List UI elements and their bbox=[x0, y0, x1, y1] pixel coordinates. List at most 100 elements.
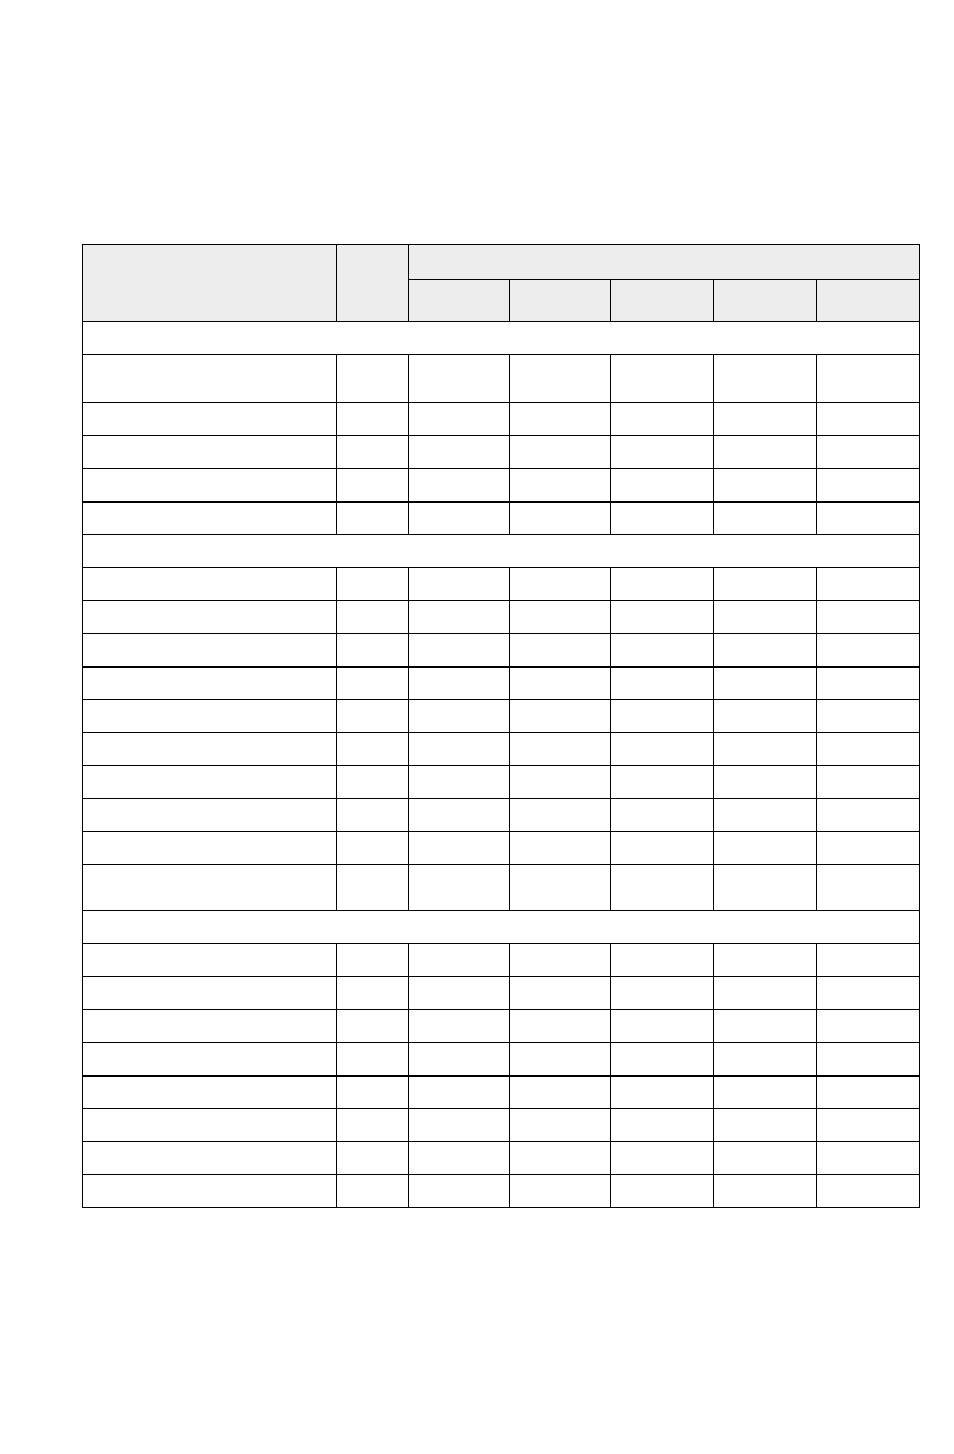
data-table bbox=[82, 244, 920, 1208]
cell-v5 bbox=[816, 1076, 919, 1109]
cell-unit bbox=[336, 1076, 408, 1109]
table-row bbox=[83, 700, 920, 733]
cell-unit bbox=[336, 1175, 408, 1208]
cell-v5 bbox=[816, 1175, 919, 1208]
cell-label bbox=[83, 1142, 337, 1175]
cell-v4 bbox=[713, 634, 816, 667]
col-header-v4 bbox=[713, 280, 816, 322]
cell-v2 bbox=[509, 403, 610, 436]
cell-v2 bbox=[509, 436, 610, 469]
cell-v2 bbox=[509, 977, 610, 1010]
table-row bbox=[83, 355, 920, 403]
cell-v4 bbox=[713, 355, 816, 403]
cell-v5 bbox=[816, 568, 919, 601]
cell-v2 bbox=[509, 944, 610, 977]
table-row bbox=[83, 469, 920, 502]
cell-v4 bbox=[713, 403, 816, 436]
cell-v4 bbox=[713, 1142, 816, 1175]
cell-v1 bbox=[408, 766, 509, 799]
cell-v2 bbox=[509, 634, 610, 667]
cell-unit bbox=[336, 1142, 408, 1175]
cell-unit bbox=[336, 667, 408, 700]
cell-label bbox=[83, 865, 337, 911]
cell-label bbox=[83, 601, 337, 634]
cell-v2 bbox=[509, 568, 610, 601]
cell-v3 bbox=[610, 1109, 713, 1142]
cell-v1 bbox=[408, 799, 509, 832]
cell-v2 bbox=[509, 355, 610, 403]
table-row bbox=[83, 667, 920, 700]
cell-label bbox=[83, 832, 337, 865]
table-row bbox=[83, 832, 920, 865]
cell-v3 bbox=[610, 601, 713, 634]
cell-label bbox=[83, 733, 337, 766]
cell-v4 bbox=[713, 667, 816, 700]
cell-v3 bbox=[610, 977, 713, 1010]
cell-v4 bbox=[713, 1043, 816, 1076]
cell-v5 bbox=[816, 1142, 919, 1175]
cell-v3 bbox=[610, 1043, 713, 1076]
cell-unit bbox=[336, 634, 408, 667]
col-header-v1 bbox=[408, 280, 509, 322]
cell-label bbox=[83, 469, 337, 502]
cell-v5 bbox=[816, 667, 919, 700]
cell-v2 bbox=[509, 1175, 610, 1208]
cell-v2 bbox=[509, 733, 610, 766]
cell-v3 bbox=[610, 502, 713, 535]
section-header bbox=[83, 535, 920, 568]
cell-v3 bbox=[610, 1142, 713, 1175]
cell-unit bbox=[336, 1010, 408, 1043]
section-title bbox=[83, 911, 920, 944]
section-header bbox=[83, 322, 920, 355]
cell-v4 bbox=[713, 1010, 816, 1043]
cell-v1 bbox=[408, 1010, 509, 1043]
table-row bbox=[83, 733, 920, 766]
cell-v1 bbox=[408, 865, 509, 911]
cell-v1 bbox=[408, 944, 509, 977]
cell-label bbox=[83, 634, 337, 667]
cell-v1 bbox=[408, 403, 509, 436]
col-header-values-group bbox=[408, 245, 919, 280]
cell-v4 bbox=[713, 865, 816, 911]
cell-unit bbox=[336, 799, 408, 832]
cell-v5 bbox=[816, 700, 919, 733]
cell-v2 bbox=[509, 1043, 610, 1076]
section-title bbox=[83, 535, 920, 568]
cell-v4 bbox=[713, 601, 816, 634]
table-row bbox=[83, 1142, 920, 1175]
cell-v1 bbox=[408, 977, 509, 1010]
cell-v5 bbox=[816, 766, 919, 799]
cell-v3 bbox=[610, 766, 713, 799]
cell-v5 bbox=[816, 832, 919, 865]
cell-unit bbox=[336, 733, 408, 766]
cell-v4 bbox=[713, 733, 816, 766]
cell-v1 bbox=[408, 355, 509, 403]
cell-v4 bbox=[713, 799, 816, 832]
cell-v5 bbox=[816, 1043, 919, 1076]
cell-unit bbox=[336, 977, 408, 1010]
cell-unit bbox=[336, 700, 408, 733]
cell-v2 bbox=[509, 1109, 610, 1142]
cell-v1 bbox=[408, 1175, 509, 1208]
cell-label bbox=[83, 1175, 337, 1208]
cell-unit bbox=[336, 502, 408, 535]
cell-v2 bbox=[509, 667, 610, 700]
cell-unit bbox=[336, 403, 408, 436]
section-header bbox=[83, 911, 920, 944]
cell-v2 bbox=[509, 700, 610, 733]
cell-unit bbox=[336, 601, 408, 634]
cell-v2 bbox=[509, 1076, 610, 1109]
cell-label bbox=[83, 667, 337, 700]
col-header-v5 bbox=[816, 280, 919, 322]
table-row bbox=[83, 436, 920, 469]
cell-v1 bbox=[408, 667, 509, 700]
cell-label bbox=[83, 502, 337, 535]
cell-v4 bbox=[713, 436, 816, 469]
cell-v2 bbox=[509, 1010, 610, 1043]
table-row bbox=[83, 766, 920, 799]
cell-v5 bbox=[816, 1010, 919, 1043]
cell-v4 bbox=[713, 766, 816, 799]
col-header-v3 bbox=[610, 280, 713, 322]
cell-v5 bbox=[816, 436, 919, 469]
cell-v5 bbox=[816, 799, 919, 832]
